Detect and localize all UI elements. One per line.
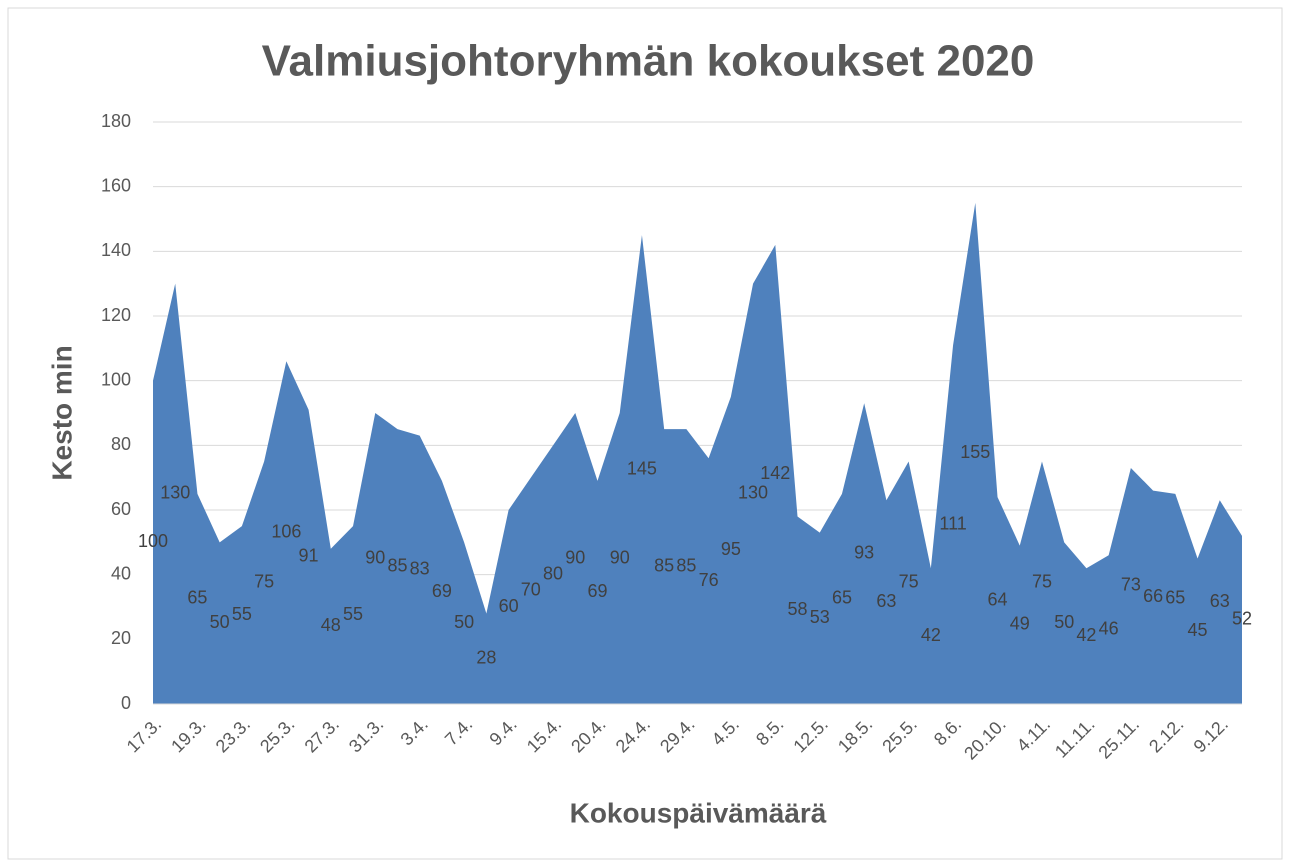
- y-tick-label: 180: [101, 111, 131, 131]
- data-label: 100: [138, 531, 168, 551]
- data-label: 73: [1121, 575, 1141, 595]
- data-label: 75: [254, 572, 274, 592]
- data-label: 63: [876, 591, 896, 611]
- data-label: 65: [832, 588, 852, 608]
- data-label: 95: [721, 539, 741, 559]
- data-label: 130: [738, 483, 768, 503]
- data-label: 75: [899, 572, 919, 592]
- y-axis-title: Kesto min: [46, 345, 77, 480]
- data-label: 50: [1054, 612, 1074, 632]
- data-label: 53: [810, 607, 830, 627]
- data-label: 85: [654, 555, 674, 575]
- y-tick-label: 20: [111, 628, 131, 648]
- data-label: 90: [610, 547, 630, 567]
- data-label: 93: [854, 542, 874, 562]
- data-label: 75: [1032, 572, 1052, 592]
- data-label: 130: [160, 483, 190, 503]
- data-label: 49: [1010, 614, 1030, 634]
- data-label: 65: [1165, 588, 1185, 608]
- data-label: 85: [387, 555, 407, 575]
- data-label: 69: [587, 581, 607, 601]
- y-tick-label: 140: [101, 240, 131, 260]
- data-label: 50: [210, 612, 230, 632]
- data-label: 69: [432, 581, 452, 601]
- data-label: 85: [676, 555, 696, 575]
- data-label: 42: [1076, 625, 1096, 645]
- data-label: 50: [454, 612, 474, 632]
- data-label: 155: [960, 442, 990, 462]
- data-label: 64: [988, 589, 1008, 609]
- data-label: 91: [299, 546, 319, 566]
- area: [153, 202, 1242, 705]
- data-label: 66: [1143, 586, 1163, 606]
- y-tick-label: 60: [111, 499, 131, 519]
- y-tick-label: 0: [121, 693, 131, 713]
- data-label: 46: [1099, 618, 1119, 638]
- data-label: 42: [921, 625, 941, 645]
- data-label: 90: [565, 547, 585, 567]
- data-label: 63: [1210, 591, 1230, 611]
- data-label: 58: [787, 599, 807, 619]
- data-label: 80: [543, 563, 563, 583]
- data-label: 145: [627, 458, 657, 478]
- data-label: 45: [1188, 620, 1208, 640]
- y-tick-label: 40: [111, 563, 131, 583]
- y-tick-label: 120: [101, 305, 131, 325]
- data-label: 142: [760, 463, 790, 483]
- data-label: 52: [1232, 609, 1252, 629]
- y-tick-label: 80: [111, 434, 131, 454]
- data-label: 106: [271, 521, 301, 541]
- data-label: 55: [343, 604, 363, 624]
- data-label: 48: [321, 615, 341, 635]
- data-label: 76: [699, 570, 719, 590]
- data-label: 90: [365, 547, 385, 567]
- chart-title: Valmiusjohtoryhmän kokoukset 2020: [262, 37, 1035, 86]
- data-label: 28: [476, 647, 496, 667]
- data-label: 60: [499, 596, 519, 616]
- x-axis-title: Kokouspäivämäärä: [570, 797, 827, 828]
- data-label: 111: [939, 513, 966, 533]
- data-label: 65: [187, 588, 207, 608]
- data-label: 55: [232, 604, 252, 624]
- data-label: 83: [410, 559, 430, 579]
- data-label: 70: [521, 580, 541, 600]
- y-tick-label: 160: [101, 175, 131, 195]
- y-tick-label: 100: [101, 369, 131, 389]
